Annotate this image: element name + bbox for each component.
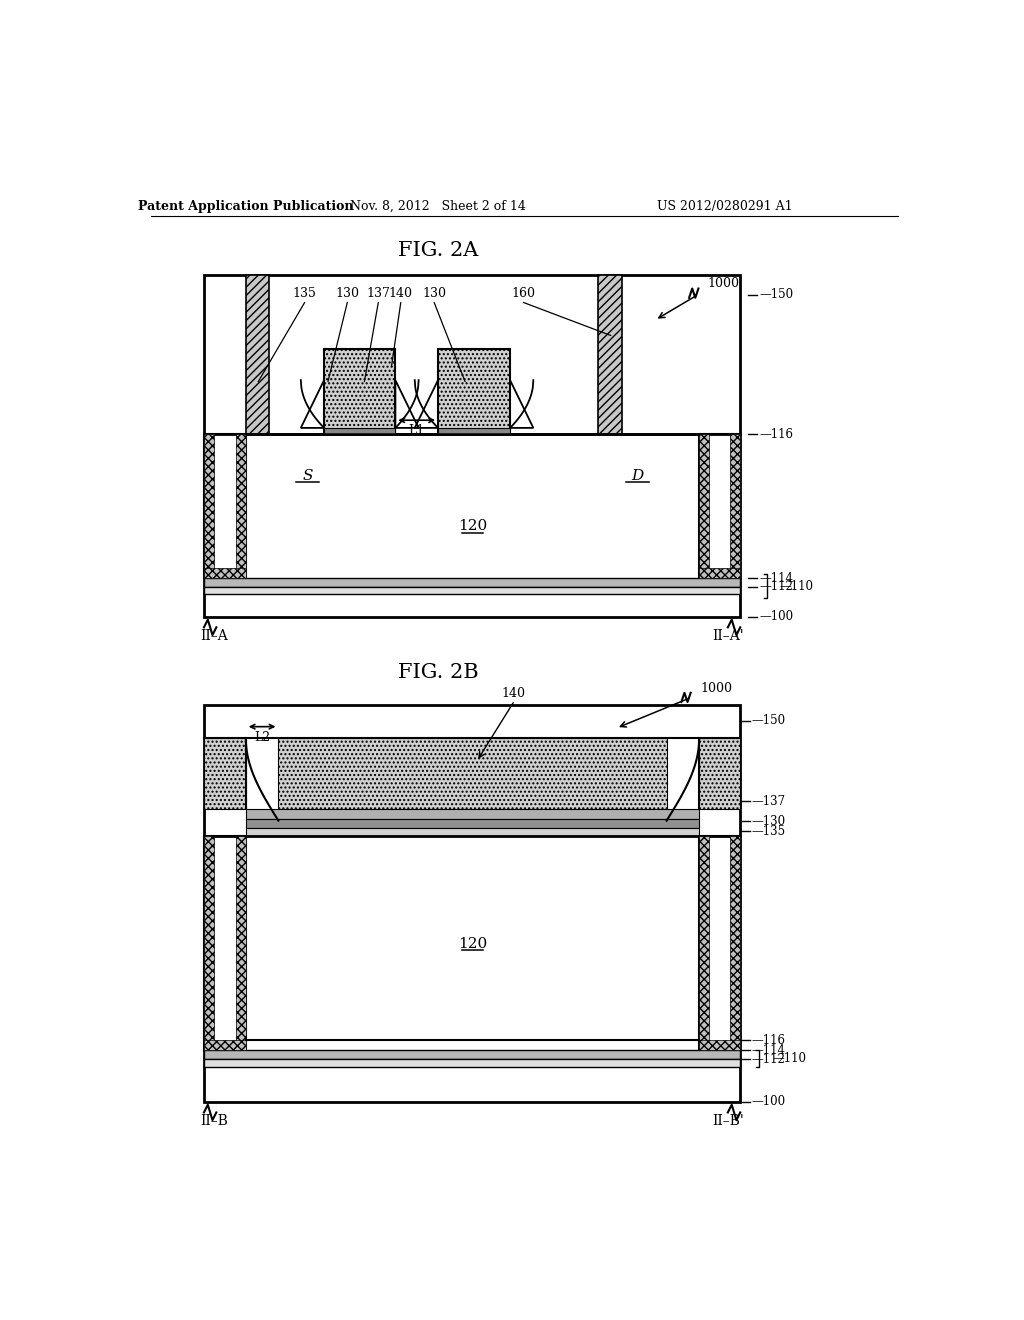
Bar <box>279 738 667 809</box>
Bar <box>246 828 699 836</box>
Text: S: S <box>302 470 313 483</box>
Text: —114: —114 <box>752 1044 785 1056</box>
Text: 160: 160 <box>511 286 536 300</box>
Bar <box>699 836 710 1051</box>
Text: 120: 120 <box>458 937 487 950</box>
Text: 1000: 1000 <box>700 681 732 694</box>
Text: —150: —150 <box>760 288 794 301</box>
Bar <box>699 434 710 578</box>
Bar <box>204 1051 740 1059</box>
Text: II–A: II–A <box>200 628 227 643</box>
Bar <box>730 434 740 578</box>
Text: —110: —110 <box>779 579 814 593</box>
Bar <box>204 705 740 1102</box>
Bar <box>236 836 246 1051</box>
Bar <box>699 434 740 578</box>
Bar <box>204 1059 740 1067</box>
Bar <box>324 428 395 434</box>
Bar <box>699 568 740 578</box>
Text: —110: —110 <box>772 1052 806 1065</box>
Text: —135: —135 <box>752 825 786 838</box>
Text: 140: 140 <box>501 686 525 700</box>
Bar <box>204 568 246 578</box>
Text: L1: L1 <box>409 425 425 437</box>
Bar <box>438 350 510 434</box>
Text: 1000: 1000 <box>708 277 739 290</box>
Bar <box>204 836 214 1051</box>
Bar <box>438 428 510 434</box>
Text: 135: 135 <box>293 286 316 300</box>
Bar <box>204 738 246 809</box>
Text: II–B: II–B <box>200 1114 228 1127</box>
Text: —116: —116 <box>760 428 794 441</box>
Text: —112: —112 <box>752 1053 785 1065</box>
Text: —116: —116 <box>752 1034 785 1047</box>
Bar <box>246 809 699 818</box>
Bar <box>699 738 740 809</box>
Text: D: D <box>631 470 643 483</box>
Bar <box>246 836 699 1040</box>
Bar <box>204 578 740 586</box>
Text: —100: —100 <box>752 1096 786 1109</box>
Text: II–A': II–A' <box>713 628 744 643</box>
Text: 137: 137 <box>367 286 390 300</box>
Bar <box>204 434 214 578</box>
Text: L2: L2 <box>254 731 270 744</box>
Bar <box>246 276 269 434</box>
Bar <box>204 1040 246 1051</box>
Bar <box>204 276 740 616</box>
Text: FIG. 2B: FIG. 2B <box>397 663 478 682</box>
Text: —130: —130 <box>752 814 786 828</box>
Bar <box>730 836 740 1051</box>
Bar <box>324 350 395 434</box>
Text: 130: 130 <box>422 286 446 300</box>
Text: 130: 130 <box>335 286 359 300</box>
Bar <box>236 434 246 578</box>
Text: II–B': II–B' <box>713 1114 744 1127</box>
Bar <box>246 818 699 828</box>
Bar <box>246 434 699 577</box>
Bar <box>204 836 246 1051</box>
Text: —112: —112 <box>760 579 794 593</box>
Text: Patent Application Publication: Patent Application Publication <box>138 199 353 213</box>
Text: 120: 120 <box>458 520 487 533</box>
Bar <box>204 434 246 578</box>
Text: —114: —114 <box>760 572 794 585</box>
Bar <box>204 586 740 594</box>
Bar <box>598 276 623 434</box>
Text: —137: —137 <box>752 795 786 808</box>
Text: 140: 140 <box>389 286 413 300</box>
Text: —150: —150 <box>752 714 786 727</box>
Text: —100: —100 <box>760 610 794 623</box>
Bar <box>699 836 740 1051</box>
Bar <box>699 1040 740 1051</box>
Text: Nov. 8, 2012   Sheet 2 of 14: Nov. 8, 2012 Sheet 2 of 14 <box>350 199 526 213</box>
Text: US 2012/0280291 A1: US 2012/0280291 A1 <box>657 199 793 213</box>
Text: FIG. 2A: FIG. 2A <box>397 242 478 260</box>
